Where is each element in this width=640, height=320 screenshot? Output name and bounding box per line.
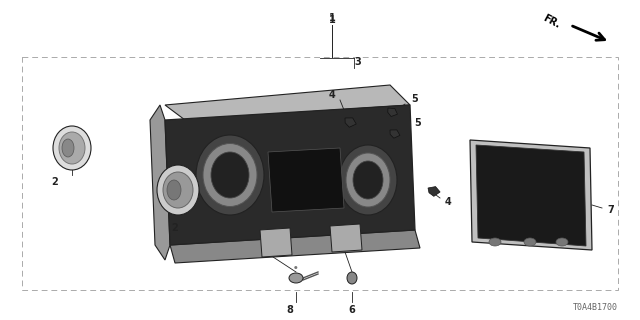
Ellipse shape	[353, 161, 383, 199]
Ellipse shape	[59, 132, 85, 164]
Ellipse shape	[196, 135, 264, 215]
Text: 4: 4	[328, 90, 335, 100]
Polygon shape	[260, 228, 292, 257]
Ellipse shape	[489, 238, 501, 246]
Ellipse shape	[347, 272, 357, 284]
Polygon shape	[345, 118, 356, 127]
Polygon shape	[170, 230, 420, 263]
Polygon shape	[470, 140, 592, 250]
Text: T0A4B1700: T0A4B1700	[573, 303, 618, 313]
Polygon shape	[165, 105, 415, 245]
Polygon shape	[150, 105, 170, 260]
Polygon shape	[388, 108, 397, 116]
Text: 4: 4	[445, 197, 451, 207]
Ellipse shape	[203, 143, 257, 206]
Text: 1: 1	[328, 13, 335, 23]
Ellipse shape	[346, 153, 390, 207]
Text: 3: 3	[355, 57, 362, 67]
Polygon shape	[428, 187, 440, 196]
Ellipse shape	[157, 165, 199, 215]
Ellipse shape	[167, 180, 181, 200]
Text: 2: 2	[52, 177, 58, 187]
Text: 2: 2	[172, 223, 179, 233]
Ellipse shape	[53, 126, 91, 170]
Text: ●: ●	[294, 266, 298, 270]
Ellipse shape	[339, 145, 397, 215]
Polygon shape	[165, 85, 410, 120]
Ellipse shape	[556, 238, 568, 246]
Ellipse shape	[524, 238, 536, 246]
Text: 5: 5	[415, 118, 421, 128]
Ellipse shape	[289, 273, 303, 283]
Text: 8: 8	[287, 305, 293, 315]
Ellipse shape	[211, 152, 249, 198]
Text: FR.: FR.	[541, 13, 562, 31]
Polygon shape	[330, 224, 362, 252]
Ellipse shape	[163, 172, 193, 208]
Text: 6: 6	[349, 305, 355, 315]
Polygon shape	[476, 145, 586, 246]
Polygon shape	[390, 130, 400, 138]
Text: 5: 5	[412, 94, 419, 104]
Text: 1: 1	[328, 15, 335, 25]
Polygon shape	[268, 148, 344, 212]
Text: 7: 7	[607, 205, 614, 215]
Ellipse shape	[62, 139, 74, 157]
